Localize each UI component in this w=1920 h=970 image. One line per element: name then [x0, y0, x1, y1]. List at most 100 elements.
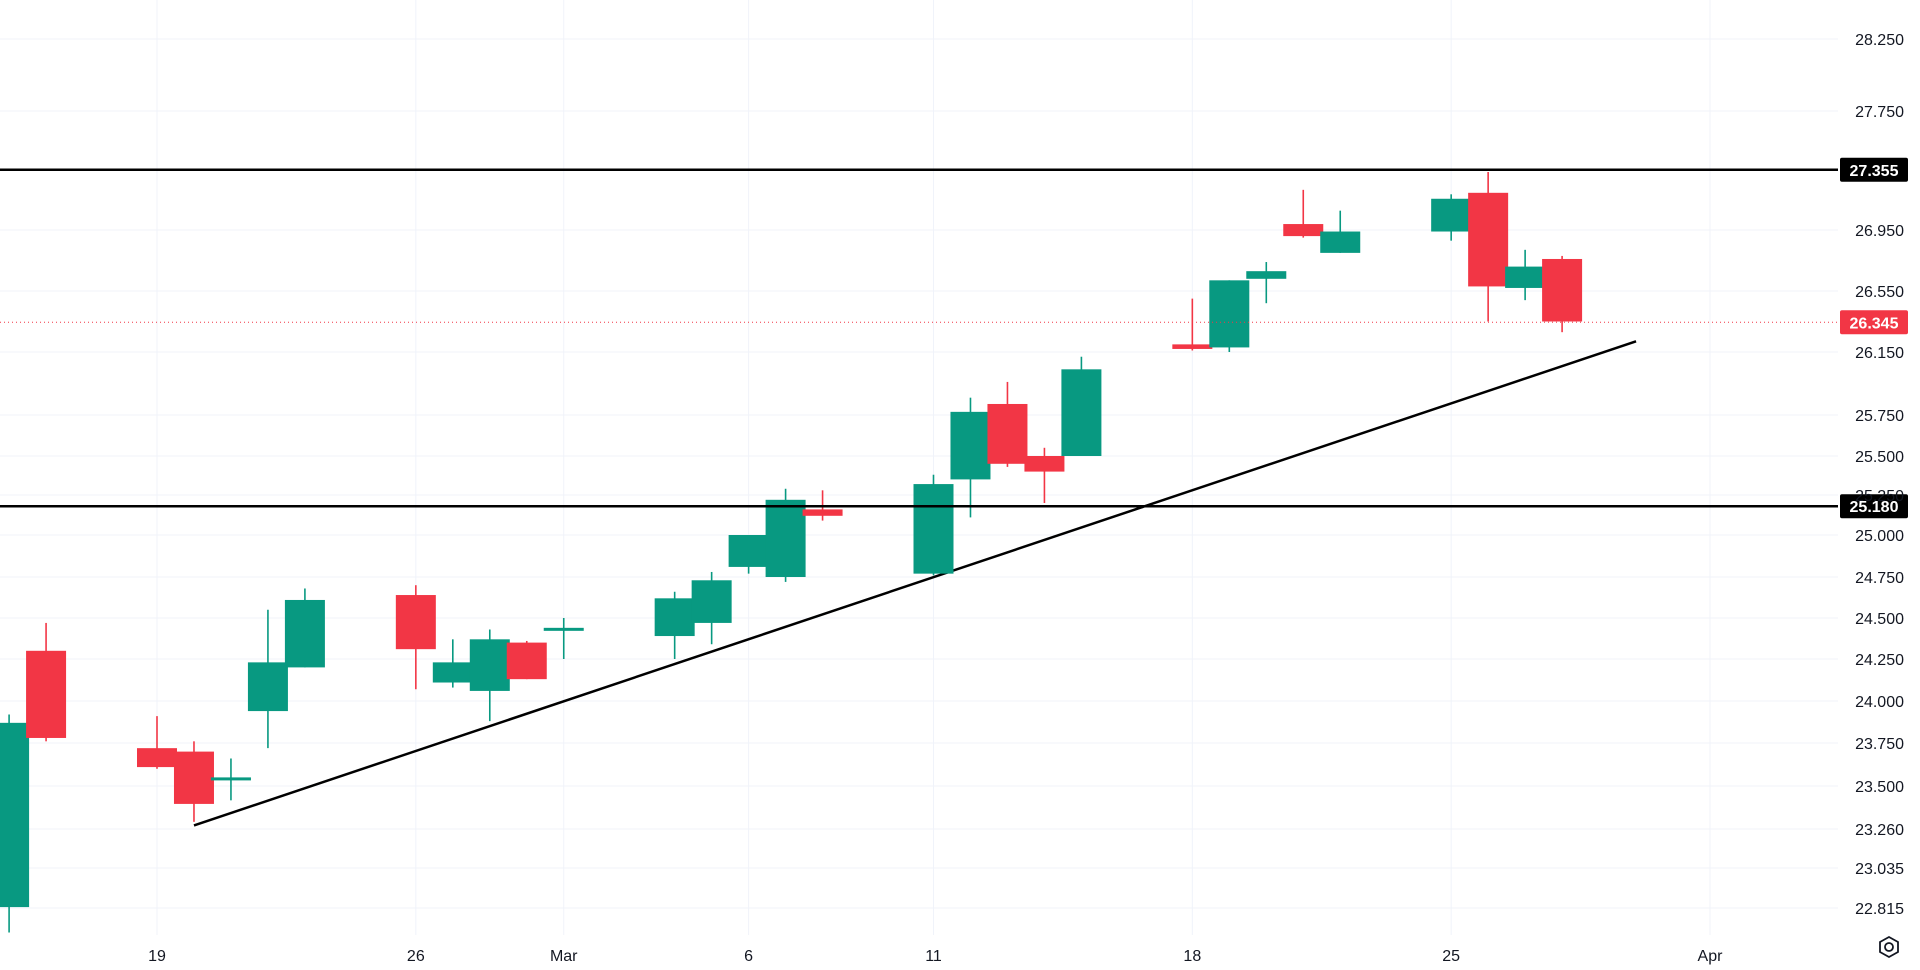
- candle[interactable]: [432, 639, 473, 688]
- candle-body: [1024, 456, 1065, 472]
- candle[interactable]: [506, 640, 547, 680]
- last-price-label: 26.345: [1850, 315, 1899, 332]
- candle[interactable]: [1061, 356, 1102, 456]
- price-tick-label: 24.750: [1855, 570, 1904, 587]
- candle-body: [506, 642, 547, 680]
- time-tick-label: Mar: [550, 948, 578, 965]
- candle[interactable]: [210, 758, 251, 801]
- price-tick-label: 24.500: [1855, 611, 1904, 628]
- price-tick-label: 23.260: [1855, 822, 1904, 839]
- price-tick-label: 25.750: [1855, 408, 1904, 425]
- candle-body: [247, 662, 288, 712]
- candle-body: [950, 411, 991, 480]
- candle[interactable]: [765, 488, 806, 582]
- candle-body: [1542, 258, 1583, 322]
- candle-body: [395, 595, 436, 650]
- candle[interactable]: [1246, 262, 1287, 304]
- candle[interactable]: [137, 716, 177, 769]
- candle[interactable]: [1172, 298, 1213, 351]
- candle-body: [1061, 369, 1102, 456]
- price-tick-label: 22.815: [1855, 901, 1904, 918]
- candle[interactable]: [691, 571, 732, 645]
- candle-body: [1468, 192, 1509, 287]
- candle[interactable]: [26, 622, 67, 742]
- levels-layer: 27.355 25.180 26.345: [0, 157, 1908, 519]
- candle-body: [654, 598, 695, 637]
- time-tick-label: 26: [407, 948, 425, 965]
- candle-body: [1431, 198, 1472, 232]
- grid: [0, 0, 1838, 935]
- level-badge-label: 25.180: [1850, 499, 1899, 516]
- candle-body: [1209, 280, 1250, 348]
- candle[interactable]: [469, 629, 510, 722]
- level-badge-label: 27.355: [1850, 163, 1899, 180]
- candle[interactable]: [173, 741, 214, 822]
- trendline-layer: [193, 340, 1637, 827]
- candle-body: [432, 662, 473, 683]
- candle-body: [1283, 224, 1324, 237]
- time-axis[interactable]: 19 26 Mar 6 11 18 25 Apr: [148, 948, 1723, 965]
- candle[interactable]: [950, 397, 991, 518]
- candle[interactable]: [1024, 447, 1065, 503]
- price-tick-label: 24.000: [1855, 694, 1904, 711]
- candles-layer: [0, 171, 1583, 933]
- candle-body: [0, 722, 30, 908]
- candle[interactable]: [987, 381, 1028, 467]
- candle-body: [1172, 344, 1213, 349]
- last-price-badge: [1840, 310, 1908, 335]
- candle-body: [1246, 271, 1287, 279]
- candle-body: [469, 639, 510, 691]
- price-tick-label: 23.750: [1855, 736, 1904, 753]
- time-tick-label: 6: [744, 948, 753, 965]
- price-tick-label: 26.150: [1855, 345, 1904, 362]
- candle[interactable]: [1209, 280, 1250, 352]
- candle-body: [543, 627, 584, 631]
- candle-body: [210, 777, 251, 781]
- candle-body: [802, 509, 843, 516]
- level-badge: [1840, 494, 1908, 519]
- candle-body: [137, 748, 177, 768]
- candle-body: [765, 499, 806, 577]
- candle[interactable]: [543, 618, 584, 659]
- candle[interactable]: [1431, 194, 1472, 241]
- price-axis[interactable]: 28.250 27.750 26.950 26.550 26.150 25.750 25.5…: [1855, 32, 1904, 918]
- candle[interactable]: [284, 588, 325, 668]
- level-badge: [1840, 157, 1908, 182]
- candle[interactable]: [1320, 210, 1361, 253]
- candle[interactable]: [1283, 189, 1324, 238]
- time-tick-label: 19: [148, 948, 166, 965]
- price-tick-label: 23.500: [1855, 779, 1904, 796]
- price-tick-label: 27.750: [1855, 104, 1904, 121]
- candle[interactable]: [395, 585, 436, 690]
- candle[interactable]: [1542, 255, 1583, 333]
- candle[interactable]: [654, 591, 695, 659]
- time-tick-label: 11: [925, 948, 942, 965]
- candle-body: [173, 751, 214, 804]
- price-tick-label: 26.550: [1855, 284, 1904, 301]
- candle-body: [1320, 231, 1361, 253]
- time-tick-label: 25: [1442, 948, 1460, 965]
- candle-body: [987, 403, 1028, 464]
- price-tick-label: 25.000: [1855, 528, 1904, 545]
- candle-body: [728, 535, 769, 567]
- price-tick-label: 24.250: [1855, 652, 1904, 669]
- price-tick-label: 25.500: [1855, 449, 1904, 466]
- candle-body: [691, 580, 732, 623]
- trendline[interactable]: [193, 340, 1637, 827]
- candle[interactable]: [247, 609, 288, 749]
- candle[interactable]: [1505, 249, 1546, 301]
- price-tick-label: 25.250: [1855, 488, 1904, 505]
- candle[interactable]: [913, 474, 954, 576]
- candle-body: [26, 650, 67, 738]
- candle[interactable]: [0, 714, 30, 933]
- time-tick-label: 18: [1183, 948, 1201, 965]
- candle[interactable]: [1468, 171, 1509, 322]
- chart-settings-icon[interactable]: [1876, 934, 1902, 960]
- price-tick-label: 28.250: [1855, 32, 1904, 49]
- candle-body: [913, 484, 954, 574]
- price-tick-label: 26.950: [1855, 223, 1904, 240]
- candle-body: [1505, 266, 1546, 288]
- candle[interactable]: [728, 535, 769, 574]
- candle-body: [284, 599, 325, 668]
